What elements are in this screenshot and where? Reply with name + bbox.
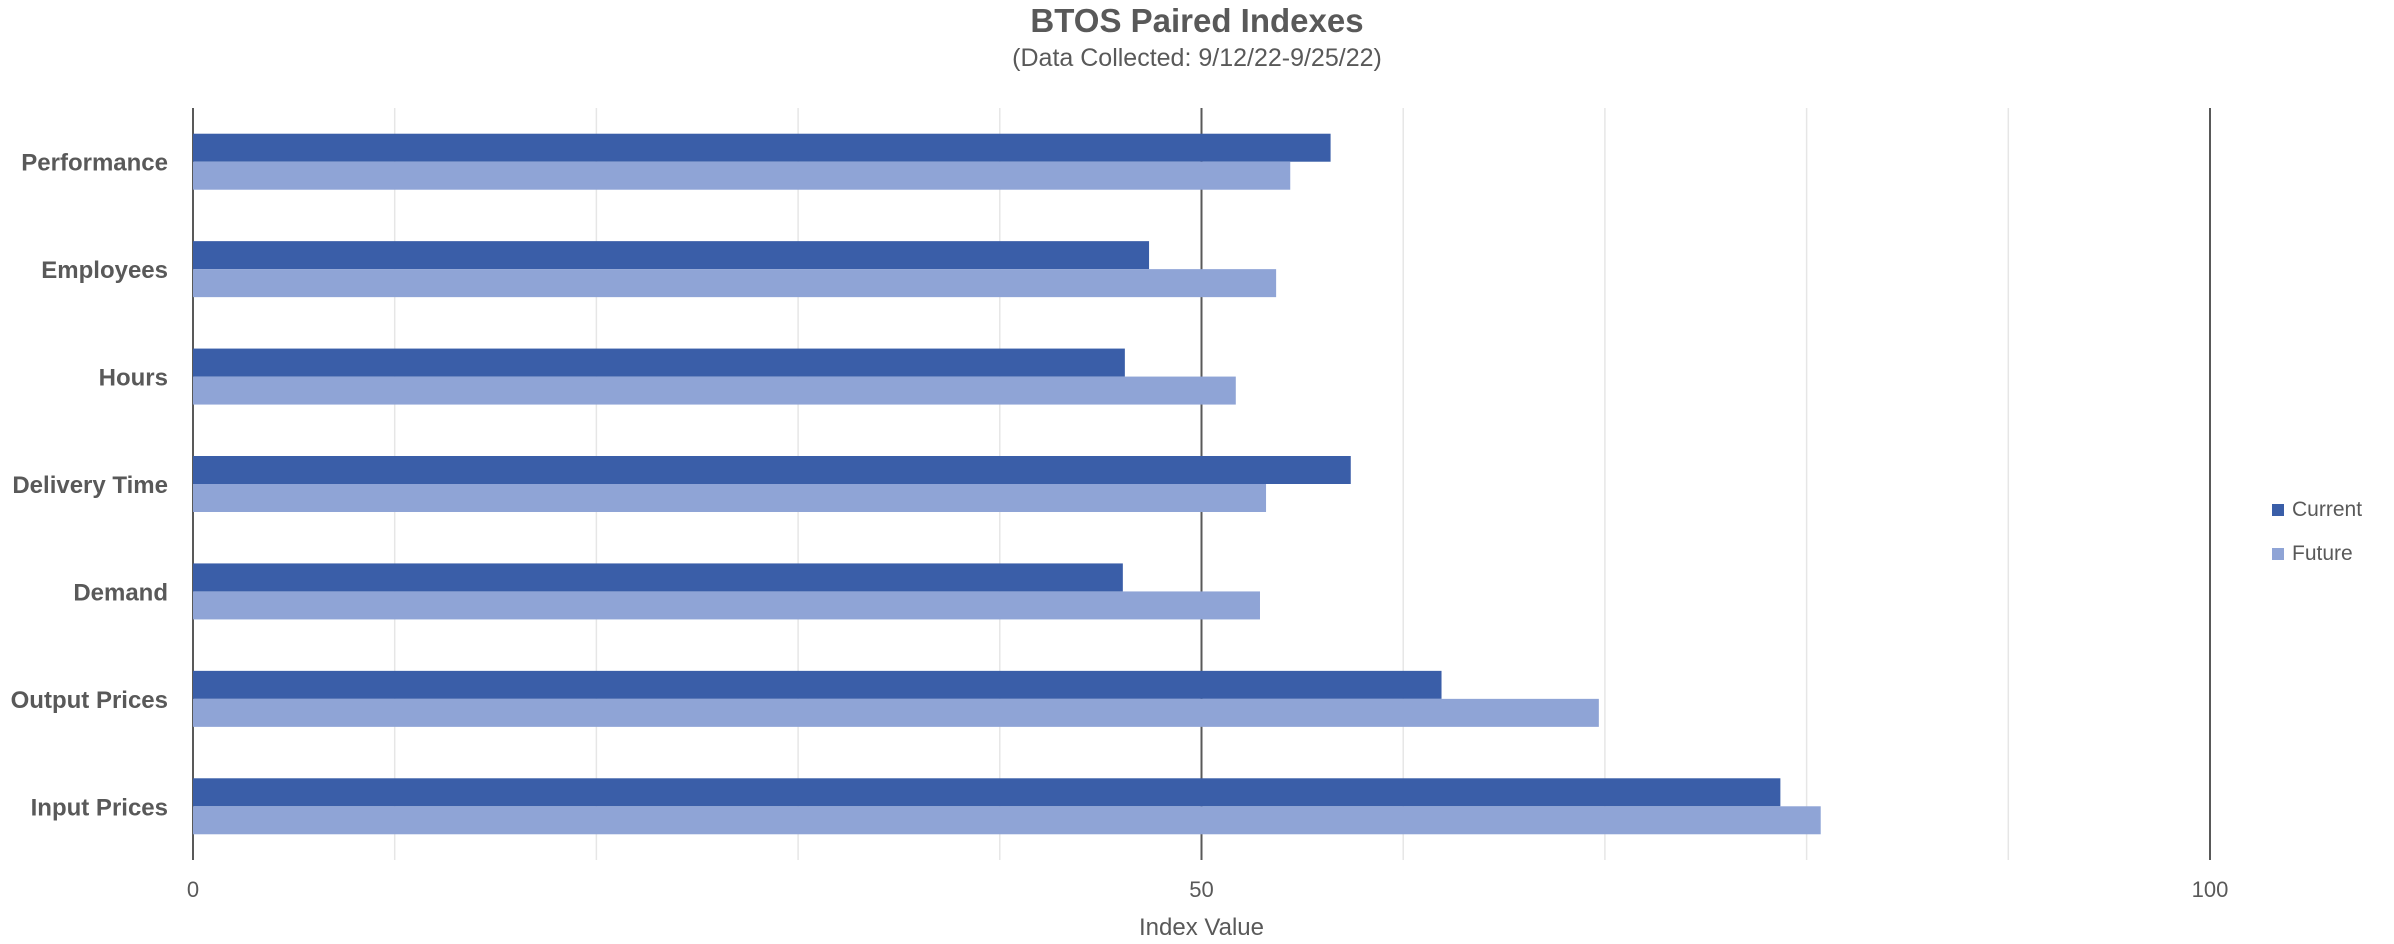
legend: Current Future [2272, 488, 2362, 576]
x-tick-label: 100 [2192, 877, 2229, 902]
x-tick-label: 50 [1189, 877, 1213, 902]
category-label: Employees [41, 257, 168, 284]
bar-current-employees [193, 241, 1150, 270]
x-axis-label: Index Value [1139, 914, 1264, 941]
bar-future-employees [193, 269, 1277, 298]
bar-future-demand [193, 591, 1260, 620]
bar-future-delivery-time [193, 484, 1267, 512]
category-label: Output Prices [11, 687, 168, 714]
category-label: Demand [73, 579, 168, 606]
bar-current-delivery-time [193, 456, 1351, 484]
legend-item-current: Current [2272, 488, 2362, 532]
category-label: Delivery Time [12, 472, 168, 499]
chart-title: BTOS Paired Indexes [1030, 2, 1364, 39]
legend-item-future: Future [2272, 532, 2362, 576]
bar-current-performance [193, 133, 1331, 162]
bar-current-demand [193, 563, 1123, 592]
category-label: Input Prices [31, 794, 168, 821]
legend-swatch-current [2272, 504, 2284, 516]
bar-current-input-prices [193, 778, 1781, 807]
category-label: Performance [21, 150, 168, 177]
legend-label-current: Current [2292, 498, 2363, 521]
bar-future-performance [193, 161, 1291, 190]
category-label: Hours [99, 365, 168, 392]
bar-future-output-prices [193, 698, 1599, 727]
bar-current-hours [193, 348, 1125, 377]
x-tick-label: 0 [187, 877, 199, 902]
legend-swatch-future [2272, 548, 2284, 560]
legend-label-future: Future [2292, 542, 2353, 565]
bar-future-input-prices [193, 806, 1821, 835]
chart-subtitle: (Data Collected: 9/12/22-9/25/22) [1012, 44, 1382, 72]
bar-current-output-prices [193, 670, 1442, 699]
bar-future-hours [193, 376, 1236, 405]
